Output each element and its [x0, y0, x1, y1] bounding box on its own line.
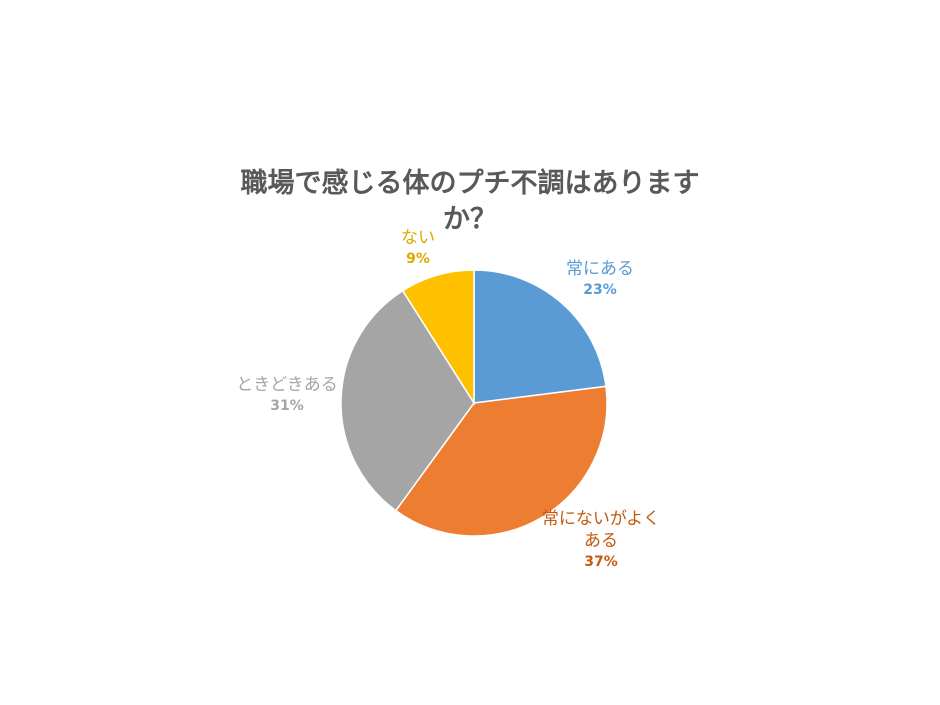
slice-label-often: 常にないがよくある 37% — [540, 508, 662, 572]
slice-label-often-name: 常にないがよくある — [541, 509, 661, 551]
slice-label-never: ない 9% — [388, 227, 448, 269]
slice-label-sometimes-value: 31% — [270, 398, 304, 414]
pie-slice-never — [401, 269, 475, 406]
slice-label-never-value: 9% — [406, 251, 430, 267]
chart-title: 職場で感じる体のプチ不調はありますか？ — [240, 168, 700, 235]
slice-label-never-name: ない — [401, 228, 435, 248]
slice-label-sometimes: ときどきある 31% — [228, 374, 346, 416]
pie-slice-always — [473, 269, 607, 404]
pie-slice-often — [394, 385, 608, 537]
slice-label-sometimes-name: ときどきある — [236, 375, 338, 395]
pie-slice-sometimes — [340, 289, 475, 512]
slice-label-always: 常にある 23% — [555, 258, 645, 300]
slice-label-always-value: 23% — [583, 282, 617, 298]
slice-label-always-name: 常にある — [566, 259, 634, 279]
slice-label-often-value: 37% — [584, 554, 618, 570]
